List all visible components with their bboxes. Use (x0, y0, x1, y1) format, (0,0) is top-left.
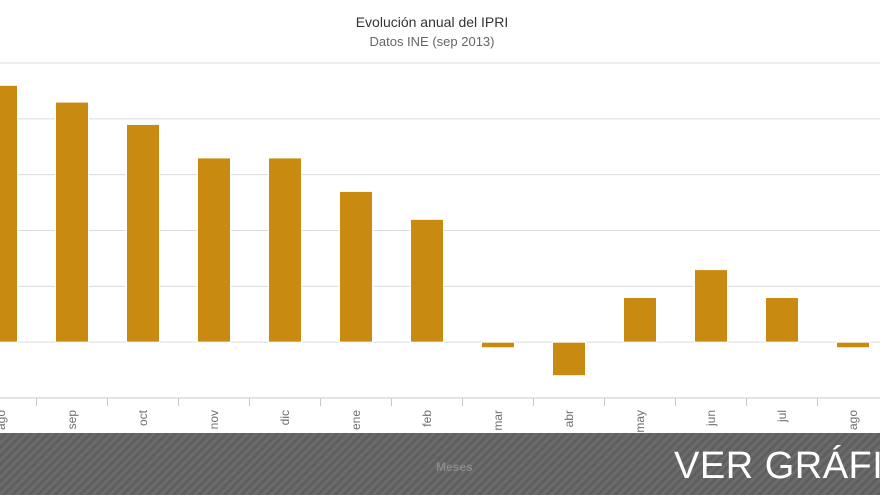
x-axis-title: Meses (436, 460, 473, 474)
bar-jul-11 (765, 297, 799, 343)
x-tick-label: mar (491, 410, 505, 431)
x-tick-label: ene (349, 410, 363, 430)
x-tick-labels: ago sep oct nov dic ene feb mar abr may jun jul ago (0, 409, 860, 432)
x-tick-label: oct (136, 409, 150, 426)
bar-abr-8 (552, 341, 586, 377)
x-tick-label: nov (207, 410, 221, 429)
footer-banner: Meses VER GRÁFICO (0, 433, 880, 495)
bars (0, 84, 870, 377)
chart-title: Evolución anual del IPRI (356, 14, 509, 30)
bar-mar-7 (481, 341, 515, 349)
view-chart-button[interactable]: VER GRÁFICO (674, 445, 880, 487)
x-tick-label: jun (704, 410, 718, 427)
bar-dic-4 (268, 157, 302, 343)
x-tick-label: ago (846, 410, 860, 430)
bar-sep-1 (55, 101, 89, 343)
x-tick-label: dic (278, 410, 292, 425)
bar-ago-12 (836, 341, 870, 349)
bar-oct-2 (126, 123, 160, 343)
x-tick-label: jul (775, 410, 789, 423)
x-tick-label: feb (420, 410, 434, 427)
bar-ene-5 (339, 190, 373, 343)
x-tick-label: may (633, 410, 647, 433)
bar-ago-0 (0, 84, 18, 343)
bar-may-9 (623, 297, 657, 343)
bar-feb-6 (410, 218, 444, 343)
x-tick-label: sep (65, 410, 79, 430)
x-tick-label: ago (0, 410, 8, 430)
chart-subtitle: Datos INE (sep 2013) (369, 34, 494, 49)
x-tick-label: abr (562, 410, 576, 427)
bar-jun-10 (694, 269, 728, 343)
bar-nov-3 (197, 157, 231, 343)
